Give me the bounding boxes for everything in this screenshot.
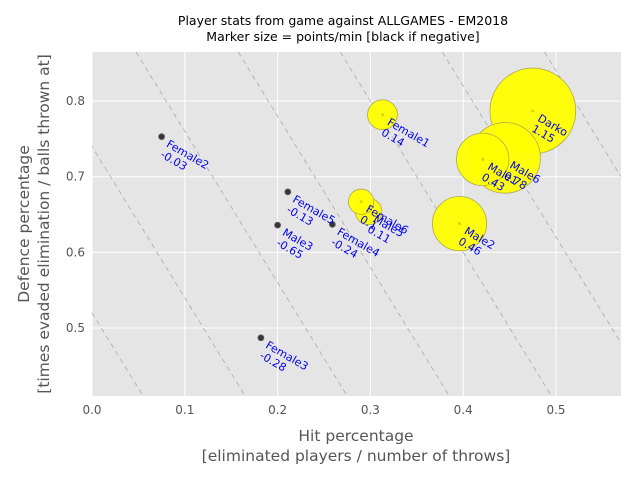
x-axis-label: Hit percentage bbox=[298, 427, 413, 445]
marker-female3 bbox=[257, 334, 265, 342]
marker-center-darko bbox=[531, 109, 535, 113]
x-tick-label: 0.3 bbox=[361, 403, 380, 417]
marker-female4 bbox=[328, 220, 336, 228]
marker-center-male1 bbox=[481, 157, 485, 161]
y-tick-label: 0.8 bbox=[66, 94, 85, 108]
iso-line bbox=[544, 52, 621, 178]
x-tick-labels: 0.0 0.1 0.2 0.3 0.4 0.5 bbox=[82, 403, 565, 417]
x-axis-label-detail: [eliminated players / number of throws] bbox=[202, 447, 511, 465]
x-tick-label: 0.4 bbox=[454, 403, 473, 417]
x-tick-label: 0.2 bbox=[268, 403, 287, 417]
marker-center-female1 bbox=[380, 113, 384, 117]
x-tick-label: 0.1 bbox=[175, 403, 194, 417]
x-tick-label: 0.0 bbox=[82, 403, 101, 417]
iso-line bbox=[237, 52, 450, 396]
markers bbox=[158, 67, 577, 342]
chart-title: Player stats from game against ALLGAMES … bbox=[178, 13, 508, 28]
y-axis-label-detail: [times evaded elimination / balls thrown… bbox=[35, 54, 53, 393]
y-tick-label: 0.7 bbox=[66, 170, 85, 184]
marker-female2 bbox=[158, 133, 166, 141]
iso-line bbox=[442, 52, 621, 344]
y-tick-label: 0.6 bbox=[66, 245, 85, 259]
marker-female5 bbox=[284, 188, 292, 196]
marker-male3 bbox=[274, 221, 282, 229]
iso-line bbox=[92, 312, 144, 396]
marker-center-female6 bbox=[359, 200, 363, 204]
chart-subtitle: Marker size = points/min [black if negat… bbox=[206, 29, 479, 44]
y-tick-labels: 0.5 0.6 0.7 0.8 bbox=[66, 94, 85, 335]
y-tick-label: 0.5 bbox=[66, 321, 85, 335]
iso-line bbox=[92, 145, 246, 396]
marker-center-male2 bbox=[458, 222, 462, 226]
iso-line bbox=[135, 52, 348, 396]
x-tick-label: 0.5 bbox=[546, 403, 565, 417]
y-axis-label: Defence percentage bbox=[15, 145, 33, 303]
